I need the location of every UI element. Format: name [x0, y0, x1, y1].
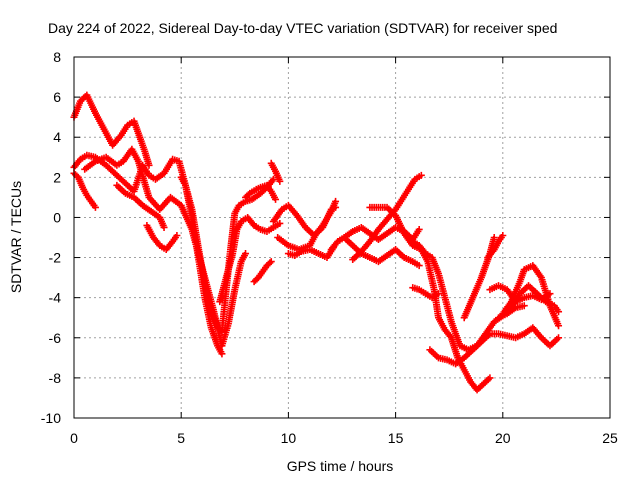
data-point	[555, 334, 563, 342]
plot-frame	[73, 56, 611, 419]
y-tick-label: 8	[53, 49, 61, 65]
data-point	[160, 223, 168, 231]
series-arc-11	[250, 258, 275, 286]
data-point	[242, 250, 250, 258]
x-tick-label: 25	[602, 430, 618, 446]
y-tick-label: -2	[49, 250, 62, 266]
series-arc-23	[484, 231, 507, 262]
data-point	[555, 322, 563, 330]
series-arc-6	[143, 221, 181, 254]
series-arc-10	[267, 159, 284, 185]
data-point	[145, 161, 153, 169]
x-axis-title: GPS time / hours	[287, 458, 394, 474]
series-arc-22	[460, 234, 498, 322]
y-tick-labels: -10 -8 -6 -4 -2 0 2 4 6 8	[41, 49, 61, 426]
series-arc-7	[177, 173, 277, 336]
data-point	[244, 191, 252, 199]
series-arc-25	[499, 262, 563, 330]
data-point	[415, 225, 423, 233]
series-arc-2	[70, 91, 153, 169]
y-tick-label: -10	[41, 410, 61, 426]
data-marks	[70, 91, 563, 394]
chart-title: Day 224 of 2022, Sidereal Day-to-day VTE…	[48, 20, 557, 36]
series-arc-3	[70, 169, 99, 211]
data-point	[332, 197, 340, 205]
series-arc-19	[402, 229, 563, 354]
data-point	[91, 203, 99, 211]
y-tick-label: -6	[49, 330, 62, 346]
y-tick-label: -8	[49, 370, 62, 386]
series-arc-9	[242, 181, 280, 203]
y-tick-label: 6	[53, 89, 61, 105]
x-tick-label: 10	[281, 430, 297, 446]
series-arc-17	[349, 171, 425, 264]
x-tick-label: 15	[388, 430, 404, 446]
x-tick-label: 0	[70, 430, 78, 446]
data-point	[555, 308, 563, 316]
data-point	[267, 258, 275, 266]
y-tick-label: -4	[49, 290, 62, 306]
series-arc-8	[216, 213, 284, 306]
y-tick-label: 2	[53, 169, 61, 185]
series-arc-26	[495, 302, 528, 322]
data-point	[276, 177, 284, 185]
series-arc-20	[409, 284, 442, 302]
data-point	[520, 302, 528, 310]
series-arc-21	[426, 324, 563, 368]
y-tick-label: 0	[53, 209, 61, 225]
data-point	[499, 231, 507, 239]
data-point	[173, 231, 181, 239]
data-point	[266, 259, 274, 267]
y-axis-title: SDTVAR / TECUs	[8, 181, 24, 293]
data-point	[486, 374, 494, 382]
data-point	[272, 195, 280, 203]
series-arc-5	[113, 181, 168, 231]
data-point	[276, 219, 284, 227]
y-tick-label: 4	[53, 129, 61, 145]
x-tick-label: 20	[495, 430, 511, 446]
data-point	[417, 171, 425, 179]
data-point	[434, 290, 442, 298]
data-point	[415, 262, 423, 270]
data-point	[218, 350, 226, 358]
data-point	[490, 234, 498, 241]
x-tick-labels: 0 5 10 15 20 25	[70, 430, 618, 446]
x-tick-label: 5	[177, 430, 185, 446]
